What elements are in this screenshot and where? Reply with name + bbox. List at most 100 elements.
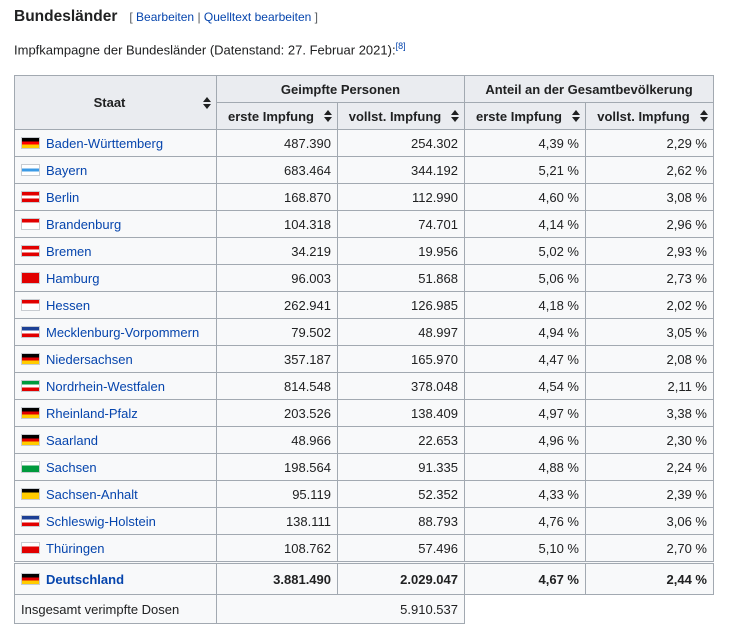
caption-text: Impfkampagne der Bundesländer (Datenstan… xyxy=(14,42,396,58)
erste-impfung-pct-cell: 4,47 % xyxy=(464,345,586,373)
vollst-impfung-pct-cell: 3,05 % xyxy=(585,318,714,346)
table-row: Hessen 262.941 126.985 4,18 % 2,02 % xyxy=(14,291,714,319)
state-link[interactable]: Sachsen-Anhalt xyxy=(46,486,138,502)
state-link[interactable]: Hessen xyxy=(46,297,91,313)
state-link[interactable]: Baden-Württemberg xyxy=(46,135,164,151)
erste-impfung-pct-cell: 4,18 % xyxy=(464,291,586,319)
table-row: Nordrhein-Westfalen 814.548 378.048 4,54 % 2… xyxy=(14,372,714,400)
erste-impfung-pct-cell: 4,33 % xyxy=(464,480,586,508)
erste-impfung-cell: 683.464 xyxy=(216,156,338,184)
footer-value: 5.910.537 xyxy=(216,594,465,624)
table-row: Rheinland-Pfalz 203.526 138.409 4,97 % 3,38 … xyxy=(14,399,714,427)
edit-source-link[interactable]: Quelltext bearbeiten xyxy=(203,10,312,24)
table-row: Mecklenburg-Vorpommern 79.502 48.997 4,94 %… xyxy=(14,318,714,346)
state-name-cell: Berlin xyxy=(14,183,217,211)
state-link[interactable]: Mecklenburg-Vorpommern xyxy=(46,324,200,340)
header-vollst-impfung-pct[interactable]: vollst. Impfung xyxy=(585,102,714,130)
sort-icon xyxy=(203,96,212,109)
vollst-impfung-pct-cell: 2,73 % xyxy=(585,264,714,292)
table-row: Baden-Württemberg 487.390 254.302 4,39 % 2,2… xyxy=(14,129,714,157)
flag-icon xyxy=(21,190,40,203)
state-link[interactable]: Nordrhein-Westfalen xyxy=(46,378,165,394)
sort-icon xyxy=(700,110,709,122)
state-name-cell: Bayern xyxy=(14,156,217,184)
vollst-impfung-pct-cell: 2,62 % xyxy=(585,156,714,184)
state-name-cell: Hamburg xyxy=(14,264,217,292)
state-name-cell: Brandenburg xyxy=(14,210,217,238)
vollst-impfung-cell: 52.352 xyxy=(337,480,465,508)
total-link[interactable]: Deutschland xyxy=(46,571,125,587)
flag-icon xyxy=(21,572,40,585)
flag-icon xyxy=(21,487,40,500)
erste-impfung-cell: 198.564 xyxy=(216,453,338,481)
state-link[interactable]: Thüringen xyxy=(46,540,105,556)
flag-icon xyxy=(21,163,40,176)
vollst-impfung-pct-cell: 2,39 % xyxy=(585,480,714,508)
state-name-cell: Rheinland-Pfalz xyxy=(14,399,217,427)
vollst-impfung-pct-cell: 2,08 % xyxy=(585,345,714,373)
erste-impfung-cell: 262.941 xyxy=(216,291,338,319)
erste-impfung-pct-cell: 4,76 % xyxy=(464,507,586,535)
table-caption: Impfkampagne der Bundesländer (Datenstan… xyxy=(14,41,406,57)
state-link[interactable]: Sachsen xyxy=(46,459,97,475)
total-vollst: 2.029.047 xyxy=(337,561,465,595)
erste-impfung-cell: 95.119 xyxy=(216,480,338,508)
header-vollst-impfung[interactable]: vollst. Impfung xyxy=(337,102,465,130)
flag-icon xyxy=(21,298,40,311)
total-erste: 3.881.490 xyxy=(216,561,338,595)
flag-icon xyxy=(21,352,40,365)
flag-icon xyxy=(21,325,40,338)
vollst-impfung-cell: 74.701 xyxy=(337,210,465,238)
header-erste-impfung[interactable]: erste Impfung xyxy=(216,102,338,130)
footer-label: Insgesamt verimpfte Dosen xyxy=(14,594,217,624)
flag-icon xyxy=(21,136,40,149)
header-erste-impfung-pct[interactable]: erste Impfung xyxy=(464,102,586,130)
total-vollst-pct: 2,44 % xyxy=(585,561,714,595)
state-name-cell: Sachsen xyxy=(14,453,217,481)
flag-icon xyxy=(21,271,40,284)
table-row: Bremen 34.219 19.956 5,02 % 2,93 % xyxy=(14,237,714,265)
reference-link[interactable]: [8] xyxy=(395,41,406,51)
state-name-cell: Nordrhein-Westfalen xyxy=(14,372,217,400)
vollst-impfung-cell: 344.192 xyxy=(337,156,465,184)
flag-icon xyxy=(21,514,40,527)
edit-link[interactable]: Bearbeiten xyxy=(136,10,195,24)
edit-links: [ Bearbeiten | Quelltext bearbeiten ] xyxy=(129,10,318,24)
state-link[interactable]: Niedersachsen xyxy=(46,351,133,367)
state-name-cell: Schleswig-Holstein xyxy=(14,507,217,535)
erste-impfung-pct-cell: 5,02 % xyxy=(464,237,586,265)
state-link[interactable]: Brandenburg xyxy=(46,216,122,232)
state-link[interactable]: Bremen xyxy=(46,243,92,259)
state-link[interactable]: Berlin xyxy=(46,189,80,205)
flag-icon xyxy=(21,217,40,230)
erste-impfung-pct-cell: 4,54 % xyxy=(464,372,586,400)
erste-impfung-cell: 34.219 xyxy=(216,237,338,265)
state-name-cell: Baden-Württemberg xyxy=(14,129,217,157)
vollst-impfung-pct-cell: 3,38 % xyxy=(585,399,714,427)
sort-icon xyxy=(324,110,333,122)
state-name-cell: Thüringen xyxy=(14,534,217,563)
table-row: Niedersachsen 357.187 165.970 4,47 % 2,08 % xyxy=(14,345,714,373)
erste-impfung-pct-cell: 4,60 % xyxy=(464,183,586,211)
vollst-impfung-pct-cell: 2,02 % xyxy=(585,291,714,319)
vollst-impfung-pct-cell: 3,08 % xyxy=(585,183,714,211)
erste-impfung-pct-cell: 4,14 % xyxy=(464,210,586,238)
vollst-impfung-cell: 57.496 xyxy=(337,534,465,563)
erste-impfung-pct-cell: 4,39 % xyxy=(464,129,586,157)
flag-icon xyxy=(21,433,40,446)
erste-impfung-pct-cell: 5,10 % xyxy=(464,534,586,563)
header-staat[interactable]: Staat xyxy=(14,75,217,130)
table-row: Sachsen-Anhalt 95.119 52.352 4,33 % 2,39 % xyxy=(14,480,714,508)
bracket-close: ] xyxy=(314,10,318,24)
state-link[interactable]: Hamburg xyxy=(46,270,100,286)
flag-icon xyxy=(21,541,40,554)
erste-impfung-cell: 814.548 xyxy=(216,372,338,400)
state-link[interactable]: Rheinland-Pfalz xyxy=(46,405,138,421)
state-link[interactable]: Bayern xyxy=(46,162,88,178)
erste-impfung-pct-cell: 4,97 % xyxy=(464,399,586,427)
state-link[interactable]: Schleswig-Holstein xyxy=(46,513,156,529)
state-link[interactable]: Saarland xyxy=(46,432,99,448)
header-geimpfte: Geimpfte Personen xyxy=(216,75,465,103)
table-row: Thüringen 108.762 57.496 5,10 % 2,70 % xyxy=(14,534,714,563)
table-row: Saarland 48.966 22.653 4,96 % 2,30 % xyxy=(14,426,714,454)
